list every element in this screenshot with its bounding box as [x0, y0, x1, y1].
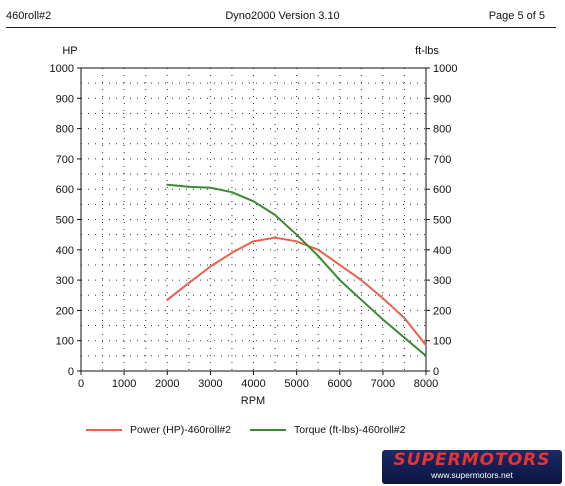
series-line-power — [166, 236, 427, 347]
y-tick-label-right: 800 — [433, 124, 451, 136]
x-tick-label: 8000 — [414, 378, 438, 390]
y-tick-label-right: 500 — [433, 215, 451, 227]
series-line-torque — [166, 183, 427, 357]
y-tick-label-right: 100 — [433, 336, 451, 348]
y-tick-label-right: 900 — [433, 93, 451, 105]
legend-label-power: Power (HP)-460roll#2 — [130, 424, 231, 436]
x-tick-label: 0 — [78, 378, 84, 390]
supermotors-logo: SUPERMOTORS www.supermotors.net — [382, 450, 562, 484]
logo-wordmark: SUPERMOTORS — [393, 450, 551, 470]
y-tick-label-left: 900 — [56, 93, 74, 105]
legend-label-torque: Torque (ft-lbs)-460roll#2 — [294, 424, 406, 436]
y-tick-label-left: 600 — [56, 184, 74, 196]
y-tick-label-left: 700 — [56, 154, 74, 166]
header-center-title: Dyno2000 Version 3.10 — [225, 10, 340, 22]
y-axis-label-right: ft-lbs — [415, 45, 439, 57]
x-axis-label: RPM — [241, 395, 265, 407]
y-tick-label-left: 200 — [56, 305, 74, 317]
y-tick-label-right: 300 — [433, 275, 451, 287]
legend-swatch-power — [86, 429, 122, 431]
y-axis-label-left: HP — [62, 45, 77, 57]
y-tick-label-right: 400 — [433, 245, 451, 257]
x-tick-label: 4000 — [241, 378, 265, 390]
x-tick-label: 5000 — [284, 378, 308, 390]
legend-item-power: Power (HP)-460roll#2 — [86, 424, 231, 436]
y-tick-label-left: 300 — [56, 275, 74, 287]
y-tick-label-right: 200 — [433, 305, 451, 317]
y-tick-label-left: 0 — [68, 366, 74, 378]
x-tick-label: 6000 — [328, 378, 352, 390]
header-rule — [6, 27, 556, 28]
y-tick-label-left: 100 — [56, 336, 74, 348]
chart-lines — [166, 183, 427, 357]
x-tick-label: 3000 — [198, 378, 222, 390]
plot-frame — [80, 67, 427, 372]
legend-swatch-torque — [250, 429, 286, 431]
header-left-title: 460roll#2 — [6, 10, 52, 22]
chart-grid — [80, 67, 427, 372]
legend-item-torque: Torque (ft-lbs)-460roll#2 — [250, 424, 405, 436]
header-page-number: Page 5 of 5 — [488, 10, 545, 22]
y-tick-label-left: 500 — [56, 215, 74, 227]
y-tick-label-right: 0 — [433, 366, 439, 378]
y-tick-label-right: 700 — [433, 154, 451, 166]
y-tick-label-right: 1000 — [433, 63, 457, 75]
y-tick-label-left: 800 — [56, 124, 74, 136]
logo-url: www.supermotors.net — [431, 470, 513, 480]
y-tick-label-left: 400 — [56, 245, 74, 257]
x-tick-label: 7000 — [371, 378, 395, 390]
x-tick-label: 1000 — [112, 378, 136, 390]
y-tick-label-left: 1000 — [50, 63, 74, 75]
x-tick-label: 2000 — [155, 378, 179, 390]
y-tick-label-right: 600 — [433, 184, 451, 196]
